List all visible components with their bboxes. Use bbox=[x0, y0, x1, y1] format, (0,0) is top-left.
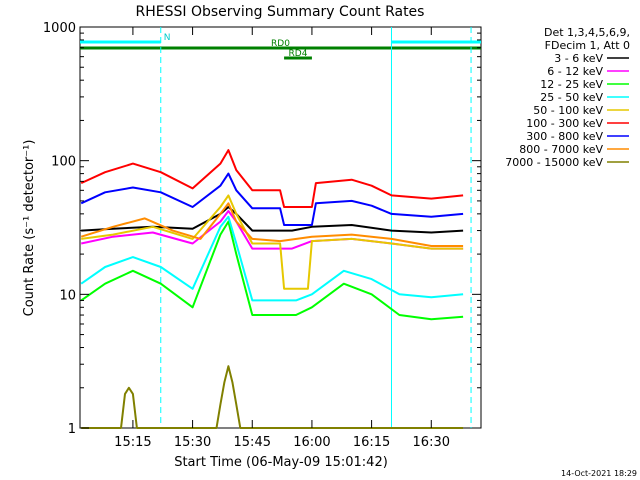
y-tick-label: 1000 bbox=[43, 21, 76, 36]
legend-entry-label: 800 - 7000 keV bbox=[519, 143, 603, 156]
legend-entry-label: 7000 - 15000 keV bbox=[505, 156, 603, 169]
x-tick-label: 15:30 bbox=[174, 435, 211, 450]
x-axis-label: Start Time (06-May-09 15:01:42) bbox=[174, 455, 388, 470]
series-line-3 bbox=[80, 215, 464, 302]
series-layer bbox=[80, 149, 464, 429]
legend-entry-label: 12 - 25 keV bbox=[540, 78, 603, 91]
legend-entry-label: 3 - 6 keV bbox=[554, 52, 603, 65]
legend: Det 1,3,4,5,6,9,FDecim 1, Att 03 - 6 keV… bbox=[505, 26, 630, 169]
annotation-label-rd4: RD4 bbox=[289, 49, 308, 59]
x-tick-label: 16:00 bbox=[293, 435, 330, 450]
annotation-label-rd0: RD0 bbox=[271, 39, 290, 49]
series-line-5 bbox=[80, 149, 464, 208]
legend-entry-label: 100 - 300 keV bbox=[526, 117, 603, 130]
y-tick-label: 10 bbox=[59, 288, 76, 303]
y-axis-label: Count Rate (s⁻¹ detector⁻¹) bbox=[22, 140, 37, 317]
x-tick-label: 15:15 bbox=[114, 435, 151, 450]
x-tick-label: 16:30 bbox=[413, 435, 450, 450]
y-tick-label: 1 bbox=[68, 422, 76, 437]
legend-entry-label: 300 - 800 keV bbox=[526, 130, 603, 143]
legend-entry-label: 25 - 50 keV bbox=[540, 91, 603, 104]
series-line-2 bbox=[80, 220, 464, 321]
legend-header: Det 1,3,4,5,6,9, bbox=[544, 26, 630, 39]
series-line-7 bbox=[80, 202, 464, 247]
x-tick-label: 16:15 bbox=[353, 435, 390, 450]
series-line-4 bbox=[81, 194, 464, 290]
chart-title: RHESSI Observing Summary Count Rates bbox=[136, 4, 425, 20]
annotation-label-n: N bbox=[164, 33, 171, 43]
legend-entry-label: 50 - 100 keV bbox=[533, 104, 603, 117]
series-line-6 bbox=[80, 172, 464, 226]
legend-header: FDecim 1, Att 0 bbox=[545, 39, 630, 52]
x-tick-label: 15:45 bbox=[234, 435, 271, 450]
y-tick-label: 100 bbox=[51, 155, 76, 170]
footer-timestamp: 14-Oct-2021 18:29 bbox=[561, 469, 637, 478]
axis-layer: 15:15 15:30 15:45 16:00 16:15 16:30 1 10 100 1000 bbox=[43, 21, 481, 450]
series-line-8 bbox=[81, 365, 464, 429]
legend-entry-label: 6 - 12 keV bbox=[547, 65, 603, 78]
